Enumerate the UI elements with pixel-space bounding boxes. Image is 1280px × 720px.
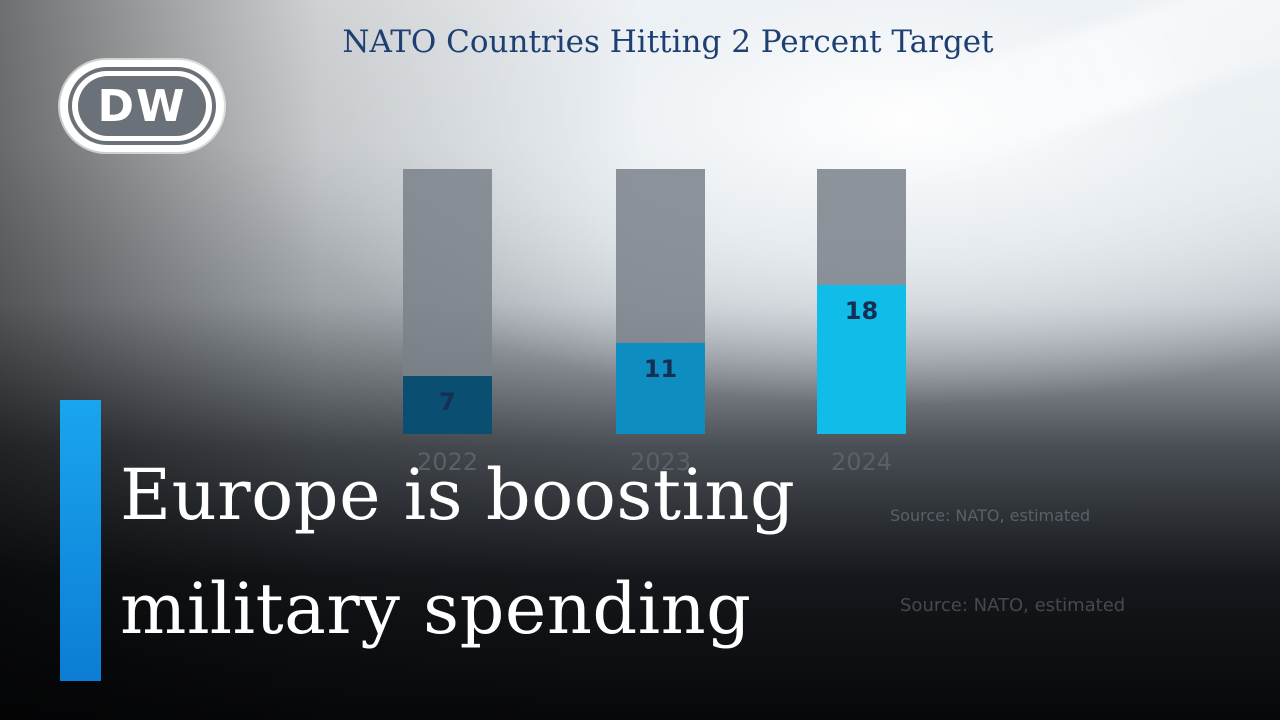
x-tick-label-2024: 2024 <box>831 448 892 476</box>
chart-source-label: Source: NATO, estimated <box>890 506 1090 525</box>
source-ghost-text: Source: NATO, estimated <box>900 595 1126 616</box>
logo-text: DW <box>97 80 187 132</box>
x-tick-label-2022: 2022 <box>417 448 478 476</box>
dw-logo: DW <box>60 60 224 152</box>
bar-value-label-2023: 11 <box>644 355 677 383</box>
headline: Europe is boosting military spending <box>120 438 795 666</box>
bar-value-label-2022: 7 <box>439 388 456 416</box>
bar-value-label-2024: 18 <box>845 297 878 325</box>
chart-title: NATO Countries Hitting 2 Percent Target <box>342 24 994 60</box>
bar-2023 <box>616 342 705 434</box>
headline-line-1: Europe is boosting <box>120 454 796 536</box>
bar-2022 <box>403 376 492 434</box>
x-tick-label-2023: 2023 <box>630 448 691 476</box>
headline-line-2: military spending <box>120 568 752 650</box>
bar-2024 <box>817 284 906 434</box>
headline-accent-bar <box>60 400 101 681</box>
